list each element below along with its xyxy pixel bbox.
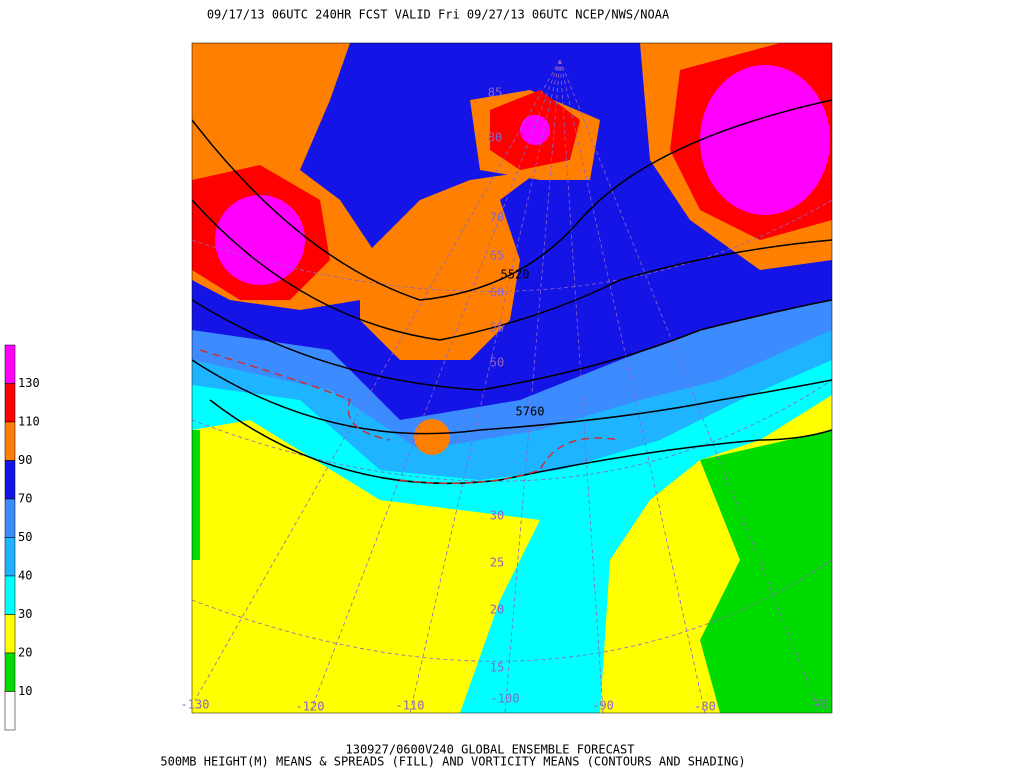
latitude-label: 60 — [490, 286, 504, 300]
latitude-label: 85 — [488, 86, 502, 100]
map-area — [192, 43, 832, 713]
map-frame — [191, 42, 833, 714]
contour-label: 5520 — [501, 268, 530, 282]
colorbar-swatch — [4, 652, 16, 692]
vorticity-contours — [199, 349, 621, 485]
colorbar-swatch — [4, 383, 16, 423]
colorbar-label: 110 — [18, 415, 40, 429]
colorbar-label: 50 — [18, 530, 32, 544]
latitude-label: 80 — [488, 131, 502, 145]
colorbar-swatch — [4, 460, 16, 500]
footer-line: 130927/0600V240 GLOBAL ENSEMBLE FORECAST — [346, 743, 635, 757]
longitude-label: -100 — [491, 692, 520, 706]
latitude-label: 65 — [490, 249, 504, 263]
shading — [700, 430, 832, 713]
colorbar-label: 90 — [18, 453, 32, 467]
colorbar-swatch — [4, 575, 16, 615]
shading — [215, 195, 305, 285]
latitude-label: 50 — [490, 356, 504, 370]
contour-label: 5760 — [516, 405, 545, 419]
longitude-label: -80 — [694, 700, 716, 714]
longitude-label: -70 — [807, 698, 829, 712]
latitude-label: 55 — [490, 321, 504, 335]
latitude-label: 25 — [490, 556, 504, 570]
colorbar-label: 20 — [18, 646, 32, 660]
latitude-label: 15 — [490, 661, 504, 675]
colorbar-swatch — [4, 344, 16, 384]
colorbar-swatch — [4, 537, 16, 577]
colorbar-label: 10 — [18, 684, 32, 698]
map-title: 09/17/13 06UTC 240HR FCST VALID Fri 09/2… — [207, 8, 670, 22]
longitude-label: -110 — [396, 699, 425, 713]
height-contours — [192, 99, 832, 485]
colorbar-label: 130 — [18, 376, 40, 390]
colorbar-swatch — [4, 421, 16, 461]
colorbar-label: 30 — [18, 607, 32, 621]
footer-line: 500MB HEIGHT(M) MEANS & SPREADS (FILL) A… — [160, 755, 745, 768]
colorbar-swatch — [4, 614, 16, 654]
colorbar-label: 40 — [18, 569, 32, 583]
longitude-label: -130 — [181, 698, 210, 712]
colorbar-label: 70 — [18, 492, 32, 506]
shading — [360, 170, 540, 360]
latitude-label: 30 — [490, 509, 504, 523]
latitude-label: 70 — [490, 211, 504, 225]
longitude-label: -120 — [296, 700, 325, 714]
longitude-label: -90 — [592, 699, 614, 713]
colorbar-swatch — [4, 691, 16, 731]
shading — [700, 65, 830, 215]
graticule — [192, 59, 832, 713]
map-labels: 85 80 70 65 60 55 50 30 25 20 15 -130 -120 -110 -100 -9… — [181, 86, 829, 714]
shading — [414, 419, 450, 455]
colorbar-swatch — [4, 498, 16, 538]
shading — [192, 430, 200, 560]
colorbar: 130 110 90 70 50 40 30 20 10 — [4, 344, 40, 731]
shading — [520, 115, 550, 145]
latitude-label: 20 — [490, 603, 504, 617]
